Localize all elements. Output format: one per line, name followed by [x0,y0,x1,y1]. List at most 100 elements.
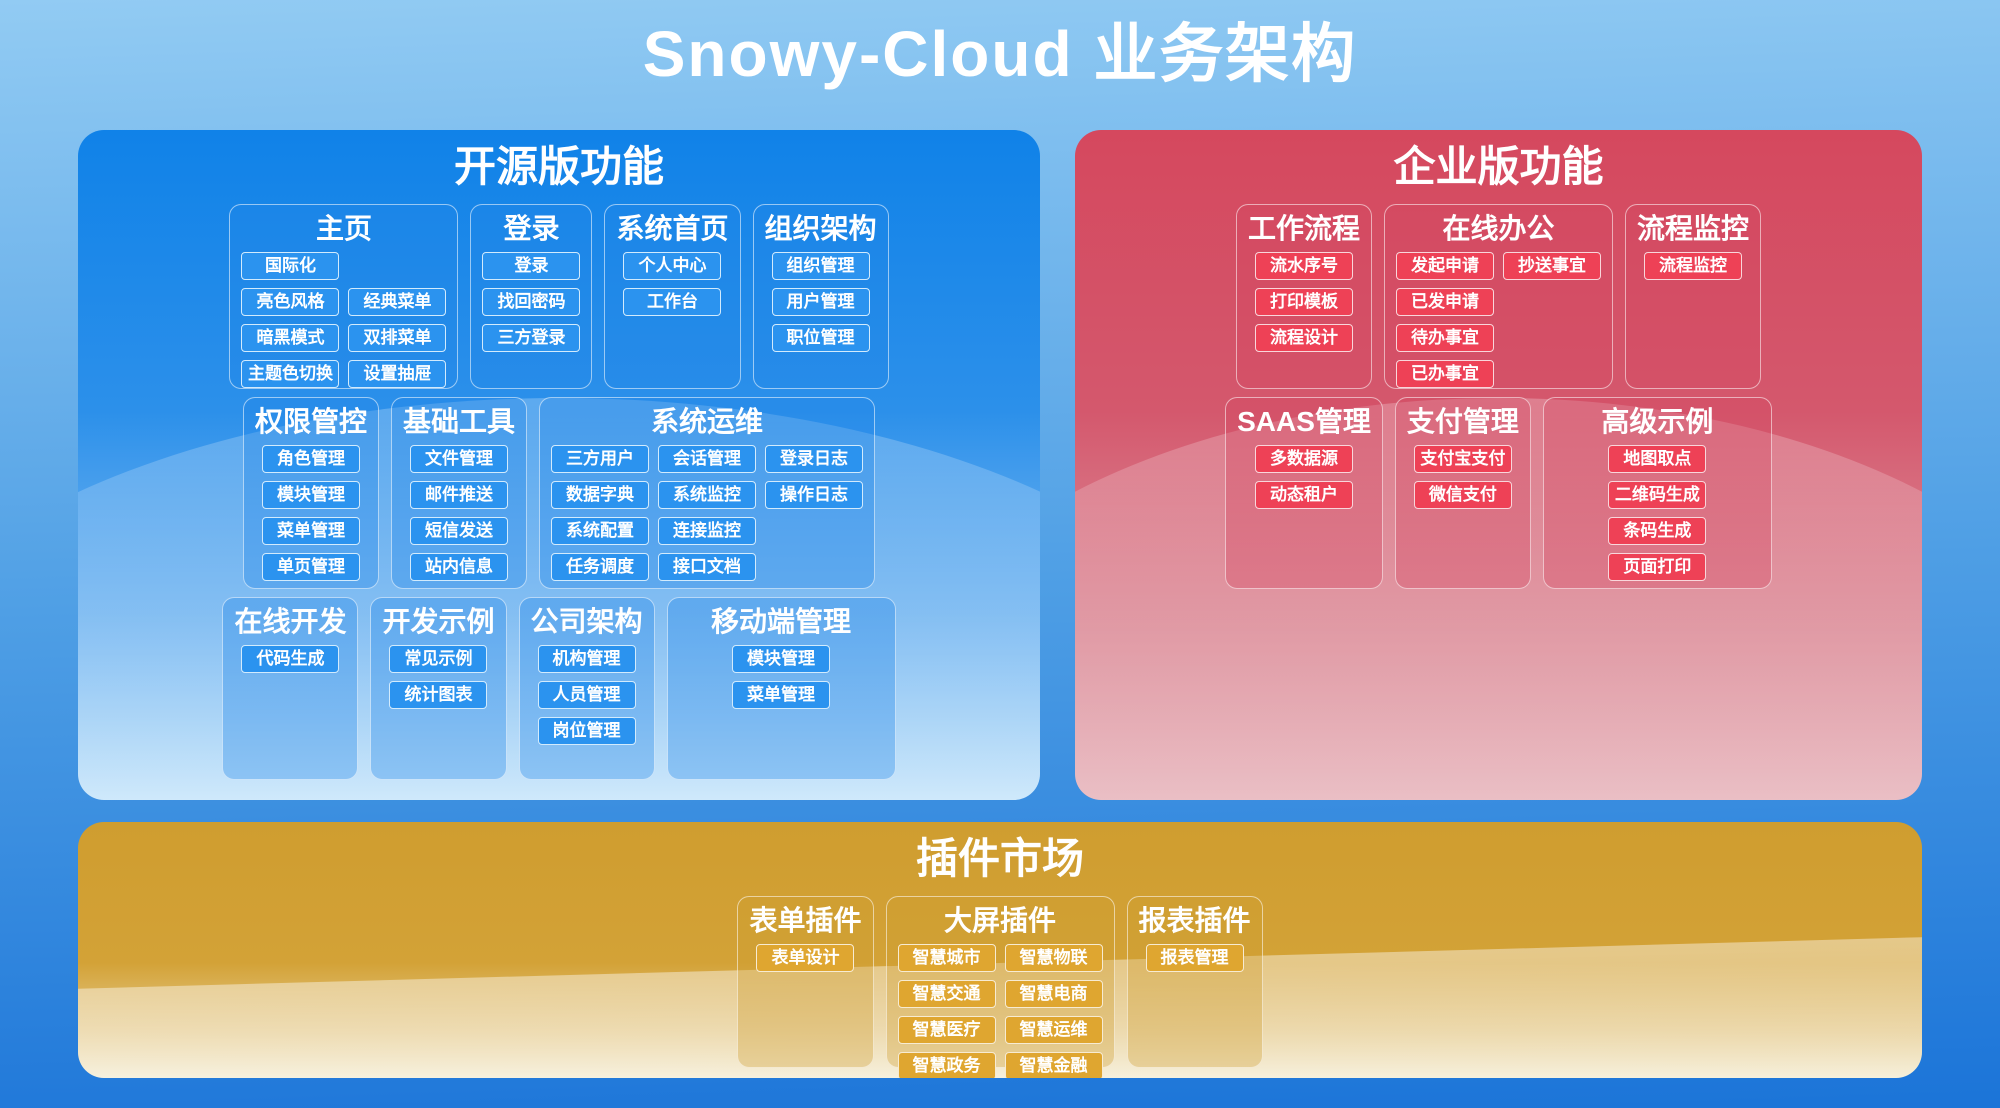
card-title-online-office: 在线办公 [1442,213,1555,244]
item-row: 微信支付 [1413,481,1512,509]
card-title-process-monitor: 流程监控 [1637,213,1750,244]
card-title-workflow: 工作流程 [1247,213,1360,244]
item-row: 岗位管理 [537,717,636,745]
item-row: 单页管理 [261,553,360,581]
item-row: 统计图表 [389,681,488,709]
feature-item: 智慧交通 [897,980,996,1008]
card-login: 登录登录 找回密码 三方登录 [470,204,593,389]
feature-item: 双排菜单 [348,324,447,352]
section-title-open-source: 开源版功能 [453,143,664,190]
section-title-enterprise: 企业版功能 [1393,143,1604,190]
feature-item: 人员管理 [537,681,636,709]
item-row: 短信发送 [410,517,508,545]
card-title-dev-examples: 开发示例 [382,606,495,637]
item-row: 邮件推送 [410,481,508,509]
feature-item: 亮色风格 [241,288,340,316]
feature-item: 模块管理 [261,481,360,509]
feature-item: 操作日志 [765,481,864,509]
feature-item: 常见示例 [389,645,488,673]
card-items: 报表管理 [1145,944,1244,972]
card-title-form-plugin: 表单插件 [749,905,862,936]
feature-item: 智慧物联 [1004,944,1103,972]
feature-item: 任务调度 [551,553,650,581]
feature-item: 已办事宜 [1396,360,1494,388]
card-title-payment-management: 支付管理 [1406,406,1519,437]
item-row: 代码生成 [241,645,340,673]
feature-item: 机构管理 [537,645,636,673]
item-row: 地图取点 [1608,445,1707,473]
feature-item: 地图取点 [1608,445,1707,473]
item-row: 三方用户 会话管理 登录日志 [551,445,864,473]
card-online-dev: 在线开发 代码生成 [222,597,359,780]
card-title-login: 登录 [503,213,560,244]
item-row: 已办事宜 [1396,360,1601,388]
feature-item: 发起申请 [1396,252,1494,280]
feature-item: 暗黑模式 [241,324,340,352]
panel-body: 开源版功能 主页 国际化 亮色风格 经典菜单 暗黑模式 双排菜单 主题色切换 设置抽屉 登录 登录找… [78,130,1040,800]
card-basic-tools: 基础工具 文件管理 邮件推送 短信发送 站内信息 [391,397,528,589]
card-row: SAAS管理 多数据源 动态租户 支付管理 支付宝支付 微信支付 高级示例 地图取点 二维码生成… [1225,397,1772,589]
feature-item: 单页管理 [261,553,360,581]
feature-item: 表单设计 [756,944,855,972]
item-row: 任务调度 接口文档 [551,553,863,581]
card-online-office: 在线办公发起申请 抄送事宜 已发申请待办事宜已办事宜 [1384,204,1613,389]
card-report-plugin: 报表插件 报表管理 [1126,896,1263,1068]
feature-item: 找回密码 [482,288,581,316]
item-row: 流程设计 [1254,324,1353,352]
item-row: 流水序号 [1254,252,1353,280]
feature-item: 流水序号 [1254,252,1353,280]
card-items: 支付宝支付 微信支付 [1413,445,1512,509]
card-row: 表单插件 表单设计 大屏插件 智慧城市 智慧物联 智慧交通 智慧电商 智慧医疗 智慧运维 智慧政务… [737,896,1263,1078]
panel-enterprise-features: 企业版功能 工作流程 流水序号 打印模板 流程设计 在线办公 发起申请 抄送事宜 已发申请 待办事… [1075,130,1922,800]
panel-open-source-features: 开源版功能 主页 国际化 亮色风格 经典菜单 暗黑模式 双排菜单 主题色切换 设置抽屉 登录 登录找… [78,130,1040,800]
feature-item: 用户管理 [771,288,870,316]
item-row: 已发申请 [1396,288,1601,316]
feature-item: 组织管理 [771,252,870,280]
feature-item: 支付宝支付 [1413,445,1512,473]
card-system-ops: 系统运维 三方用户 会话管理 登录日志 数据字典 系统监控 操作日志 系统配置 连接监控 任务调度… [539,397,876,589]
item-row: 国际化 [241,252,446,280]
card-items: 个人中心 工作台 [623,252,722,316]
item-row: 职位管理 [771,324,870,352]
card-title-saas-management: SAAS管理 [1237,406,1371,437]
feature-item: 已发申请 [1396,288,1494,316]
item-row: 找回密码 [482,288,581,316]
card-title-bigscreen-plugin: 大屏插件 [943,905,1056,936]
section-title-plugin-market: 插件市场 [915,835,1084,882]
feature-item: 流程监控 [1644,252,1742,280]
feature-item: 系统配置 [551,517,650,545]
feature-item: 抄送事宜 [1503,252,1601,280]
card-home: 主页 国际化 亮色风格 经典菜单 暗黑模式 双排菜单 主题色切换 设置抽屉 [229,204,459,389]
feature-item: 邮件推送 [410,481,508,509]
feature-item: 条码生成 [1608,517,1707,545]
feature-item: 待办事宜 [1396,324,1494,352]
feature-item: 多数据源 [1254,445,1353,473]
card-title-basic-tools: 基础工具 [403,406,516,437]
feature-item: 智慧电商 [1004,980,1103,1008]
item-row: 智慧政务 智慧金融 [897,1052,1103,1078]
item-row: 暗黑模式 双排菜单 [241,324,447,352]
feature-item: 智慧金融 [1004,1052,1103,1078]
card-items: 登录 找回密码 三方登录 [482,252,581,352]
item-row: 动态租户 [1254,481,1353,509]
feature-item: 智慧政务 [897,1052,996,1078]
feature-item: 动态租户 [1254,481,1353,509]
feature-item: 智慧城市 [897,944,996,972]
card-items: 组织管理用户管理职位管理 [771,252,870,352]
item-row: 用户管理 [771,288,870,316]
item-row: 条码生成 [1608,517,1707,545]
feature-item: 主题色切换 [241,360,340,388]
item-row: 智慧城市 智慧物联 [897,944,1103,972]
item-row: 报表管理 [1145,944,1244,972]
item-row: 页面打印 [1608,553,1707,581]
card-bigscreen-plugin: 大屏插件 智慧城市 智慧物联 智慧交通 智慧电商 智慧医疗 智慧运维 智慧政务 智慧金融 [885,896,1115,1078]
feature-item: 连接监控 [658,517,757,545]
item-row: 智慧交通 智慧电商 [897,980,1103,1008]
item-row: 组织管理 [771,252,870,280]
feature-item: 国际化 [241,252,340,280]
card-items: 常见示例 统计图表 [389,645,488,709]
item-row: 二维码生成 [1608,481,1707,509]
item-row: 站内信息 [410,553,508,581]
card-items: 流程监控 [1644,252,1742,280]
